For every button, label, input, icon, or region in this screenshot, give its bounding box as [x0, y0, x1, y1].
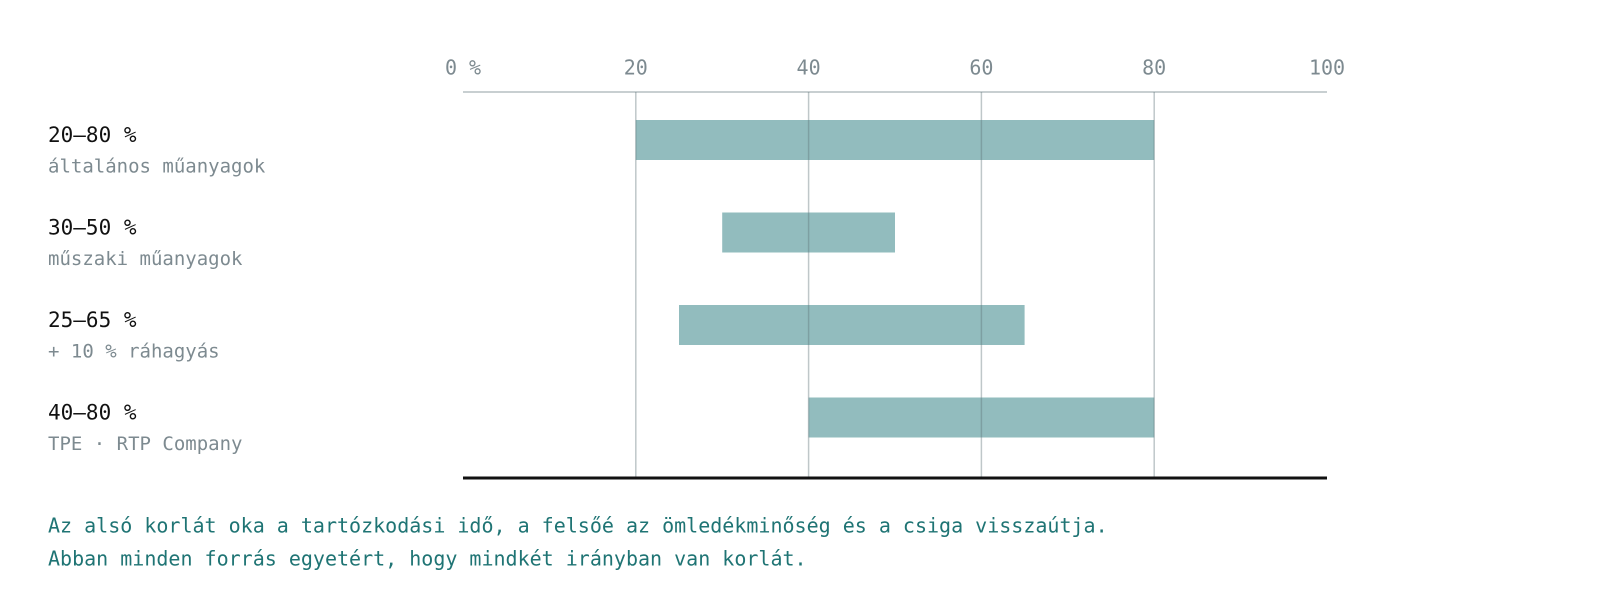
category-sublabel: műszaki műanyagok — [48, 248, 243, 270]
bar — [635, 120, 1155, 160]
x-tick-label: 80 — [1142, 56, 1166, 80]
footnote: Abban minden forrás egyetért, hogy mindk… — [48, 547, 807, 571]
x-tick-label: 40 — [797, 56, 821, 80]
category-sublabel: általános műanyagok — [48, 156, 266, 178]
footnote: Az alsó korlát oka a tartózkodási idő, a… — [48, 514, 1108, 538]
category-label: 25–65 % — [48, 308, 137, 332]
category-label: 40–80 % — [48, 401, 137, 425]
bar — [679, 305, 1025, 345]
category-sublabel: + 10 % ráhagyás — [48, 341, 220, 363]
category-label: 20–80 % — [48, 123, 137, 147]
x-tick-label: 60 — [969, 56, 993, 80]
x-tick-label: 0 % — [445, 56, 481, 80]
x-tick-label: 20 — [624, 56, 648, 80]
bar — [808, 397, 1155, 438]
category-label: 30–50 % — [48, 216, 137, 240]
x-tick-label: 100 — [1309, 56, 1345, 80]
category-sublabel: TPE · RTP Company — [48, 433, 242, 455]
bar — [722, 212, 895, 253]
